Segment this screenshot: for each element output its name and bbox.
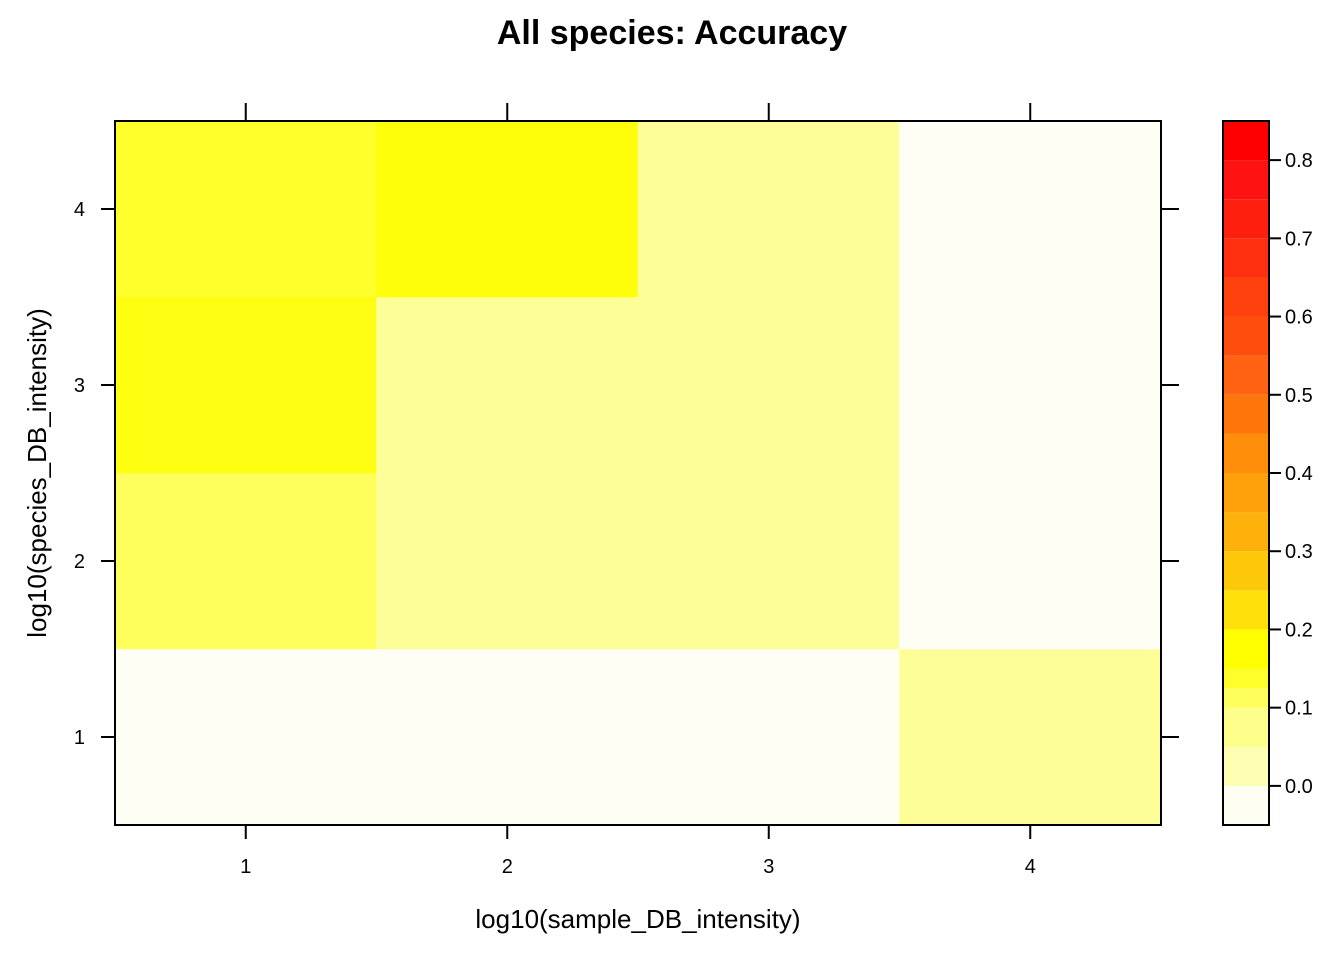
y-tick-label: 2 [74,551,85,573]
colorbar-tick-label: 0.2 [1285,619,1313,641]
colorbar [1223,121,1269,825]
colorbar-segment [1223,590,1269,630]
colorbar-tick-label: 0.6 [1285,307,1313,329]
x-tick-label: 3 [763,856,774,878]
colorbar-segment [1223,238,1269,278]
chart-title: All species: Accuracy [497,14,847,52]
colorbar-segment [1223,512,1269,552]
heatmap-cell [376,648,639,826]
x-tick-label: 4 [1025,856,1036,878]
colorbar-segment [1223,629,1269,669]
y-tick-label: 3 [74,375,85,397]
colorbar-segment [1223,746,1269,786]
heatmap-cell [114,120,377,298]
heatmap-cell [637,648,900,826]
plot-frame [114,120,1162,826]
heatmap-cell [376,120,639,298]
colorbar-ticks: 0.0 0.1 0.2 0.3 0.4 0.5 0.6 0.7 0.8 [1269,150,1313,798]
x-tick-label: 2 [502,856,513,878]
colorbar-segment [1223,316,1269,356]
colorbar-tick-label: 0.8 [1285,150,1313,172]
colorbar-tick-label: 0.5 [1285,385,1313,407]
y-tick-label: 4 [74,199,85,221]
heatmap-cell [899,120,1162,298]
colorbar-segment [1223,785,1269,825]
y-tick-label: 1 [74,727,85,749]
colorbar-segment [1223,199,1269,239]
colorbar-segment [1223,160,1269,200]
colorbar-tick-label: 0.7 [1285,228,1313,250]
colorbar-segment [1223,277,1269,317]
colorbar-tick-label: 0.1 [1285,698,1313,720]
colorbar-segment [1223,707,1269,747]
heatmap-cell [114,648,377,826]
colorbar-segment [1223,121,1269,161]
x-tick-label: 1 [240,856,251,878]
heatmap-cell [899,648,1162,826]
heatmap-cell [637,120,900,298]
y-axis-label: log10(species_DB_intensity) [22,308,52,638]
colorbar-segment [1223,355,1269,395]
colorbar-tick-label: 0.3 [1285,541,1313,563]
heatmap-cells [114,120,1162,826]
heatmap-cell [376,472,639,650]
colorbar-segment [1223,473,1269,513]
heatmap-cell [637,472,900,650]
colorbar-segment [1223,668,1269,689]
colorbar-segment [1223,688,1269,708]
axis-ticks: 1 2 3 4 1 2 3 4 [74,103,1179,878]
colorbar-segment [1223,394,1269,434]
colorbar-tick-label: 0.0 [1285,776,1313,798]
heatmap-cell [637,296,900,474]
heatmap-cell [899,296,1162,474]
heatmap-cell [376,296,639,474]
x-axis-label: log10(sample_DB_intensity) [475,904,800,934]
colorbar-segment [1223,433,1269,473]
heatmap-cell [899,472,1162,650]
heatmap-cell [114,296,377,474]
heatmap-cell [114,472,377,650]
colorbar-tick-label: 0.4 [1285,463,1313,485]
colorbar-segment [1223,551,1269,591]
